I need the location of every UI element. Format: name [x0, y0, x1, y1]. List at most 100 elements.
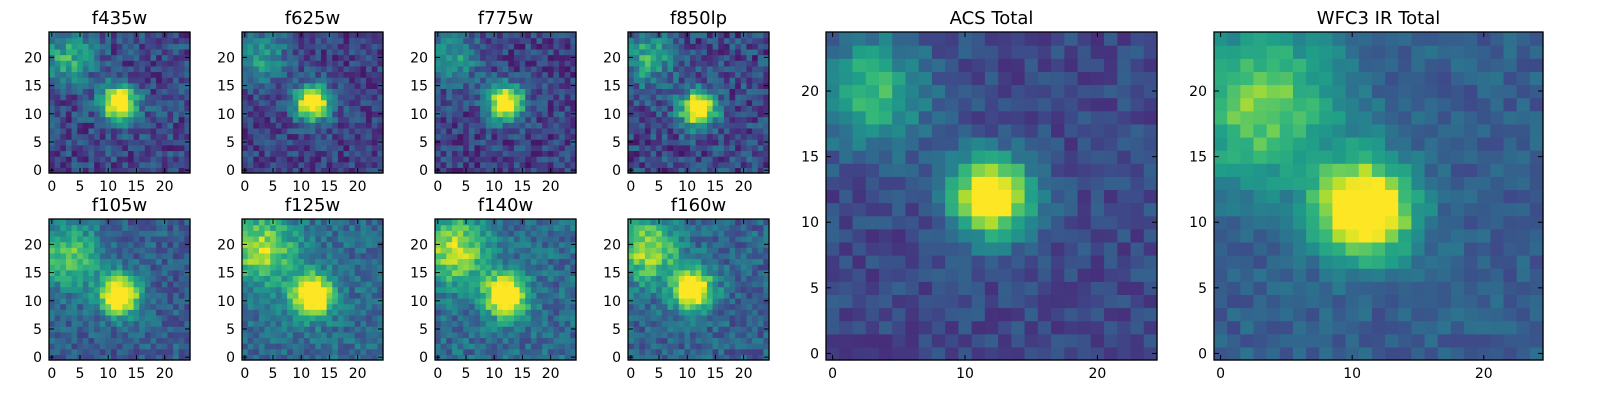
heatmap-cell — [667, 286, 674, 293]
heatmap-cell — [446, 54, 453, 61]
heatmap-cell — [723, 167, 731, 174]
heatmap-cell — [105, 122, 112, 129]
heatmap-cell — [71, 230, 78, 237]
heatmap-cell — [746, 331, 753, 339]
heatmap-cell — [167, 82, 174, 89]
heatmap-cell — [435, 77, 442, 84]
heatmap-cell — [446, 122, 453, 129]
heatmap-cell — [264, 156, 271, 163]
heatmap-cell — [463, 235, 470, 243]
heatmap-cell — [729, 82, 736, 89]
heatmap-cell — [88, 281, 95, 288]
heatmap-cell — [315, 326, 322, 333]
heatmap-cell — [161, 241, 169, 248]
heatmap-cell — [337, 48, 345, 56]
heatmap-cell — [763, 32, 770, 39]
heatmap-cell — [332, 241, 339, 248]
heatmap-cell — [111, 348, 118, 355]
heatmap-cell — [173, 43, 180, 50]
heatmap-cell — [718, 337, 725, 344]
heatmap-cell — [673, 309, 680, 316]
heatmap-cell — [349, 337, 356, 344]
heatmap-cell — [304, 54, 311, 61]
heatmap-cell — [247, 37, 254, 44]
heatmap-cell — [139, 275, 146, 282]
heatmap-cell — [485, 348, 492, 355]
heatmap-cell — [740, 65, 748, 73]
heatmap-cell — [701, 77, 708, 84]
heatmap-cell — [184, 314, 191, 322]
heatmap-cell — [451, 281, 459, 288]
heatmap-cell — [88, 247, 95, 254]
heatmap-cell — [480, 264, 487, 271]
heatmap-cell — [451, 82, 459, 89]
heatmap-cell — [502, 99, 509, 106]
heatmap-cell — [559, 65, 566, 73]
heatmap-cell — [633, 354, 640, 361]
heatmap-cell — [435, 99, 442, 106]
heatmap-cell — [332, 247, 339, 254]
heatmap-cell — [178, 309, 185, 316]
heatmap-cell — [519, 275, 526, 282]
heatmap-cell — [105, 247, 112, 254]
heatmap-cell — [542, 122, 549, 129]
heatmap-cell — [536, 320, 543, 327]
heatmap-cell — [292, 230, 299, 237]
heatmap-cell — [639, 269, 646, 276]
heatmap-cell — [536, 297, 543, 305]
heatmap-cell — [530, 309, 538, 316]
heatmap-cell — [105, 77, 112, 84]
heatmap-cell — [661, 88, 669, 95]
heatmap-cell — [366, 37, 373, 44]
heatmap-cell — [161, 139, 169, 146]
heatmap-cell — [440, 314, 447, 322]
heatmap-cell — [105, 116, 112, 123]
heatmap-cell — [354, 292, 362, 299]
heatmap-cell — [525, 286, 532, 293]
heatmap-cell — [377, 105, 384, 112]
heatmap-cell — [264, 71, 271, 78]
heatmap-cell — [88, 292, 95, 299]
heatmap-cell — [343, 116, 350, 123]
heatmap-cell — [354, 116, 362, 123]
heatmap-cell — [656, 161, 663, 168]
heatmap-cell — [667, 48, 674, 56]
heatmap-cell — [360, 275, 367, 282]
heatmap-cell — [564, 264, 571, 271]
heatmap-cell — [644, 99, 652, 106]
heatmap-cell — [99, 343, 106, 350]
heatmap-cell — [656, 337, 663, 344]
heatmap-cell — [309, 60, 316, 67]
heatmap-cell — [88, 314, 95, 322]
heatmap-cell — [684, 82, 691, 89]
heatmap-cell — [173, 60, 180, 67]
heatmap-cell — [451, 286, 459, 293]
heatmap-cell — [111, 144, 118, 152]
heatmap-cell — [71, 139, 78, 146]
heatmap-cell — [258, 275, 266, 282]
y-tick-label: 5 — [612, 135, 621, 151]
heatmap-cell — [559, 309, 566, 316]
heatmap-cell — [320, 292, 328, 299]
heatmap-cell — [349, 43, 356, 50]
heatmap-cell — [366, 110, 373, 118]
heatmap-cell — [366, 343, 373, 350]
heatmap-cell — [633, 139, 640, 146]
heatmap-cell — [54, 150, 61, 157]
heatmap-cell — [360, 219, 367, 226]
heatmap-cell — [547, 77, 555, 84]
heatmap-cell — [242, 94, 249, 101]
heatmap-cell — [723, 320, 731, 327]
heatmap-cell — [54, 99, 61, 106]
heatmap-cell — [644, 303, 652, 310]
heatmap-cell — [463, 133, 470, 140]
heatmap-cell — [497, 235, 504, 243]
heatmap-cell — [270, 252, 277, 260]
heatmap-cell — [377, 133, 384, 140]
heatmap-cell — [547, 230, 555, 237]
heatmap-cell — [763, 37, 770, 44]
heatmap-cell — [127, 258, 135, 265]
heatmap-cell — [337, 139, 345, 146]
heatmap-cell — [497, 94, 504, 101]
heatmap-cell — [71, 43, 78, 50]
